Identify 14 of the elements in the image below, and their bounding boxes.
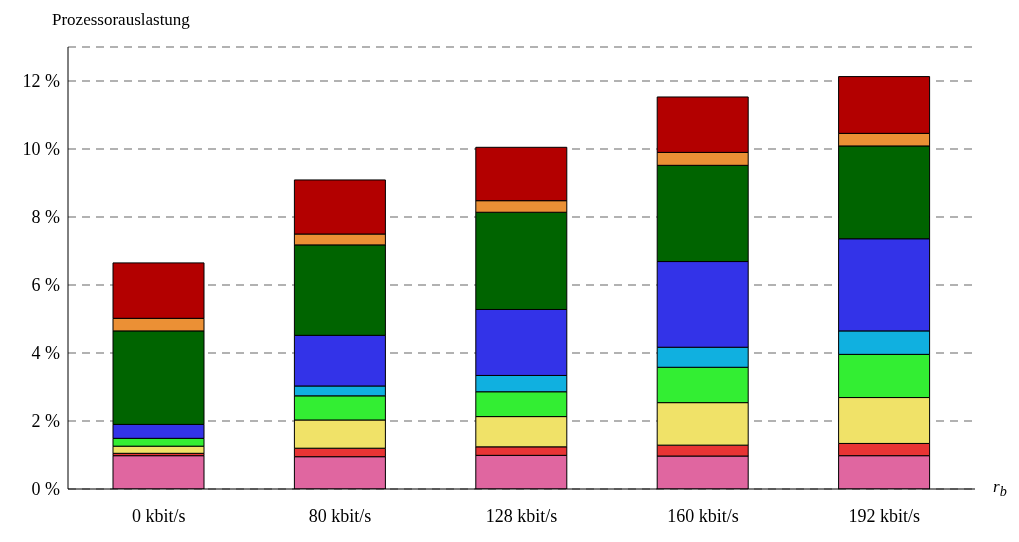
- y-tick-label: 8 %: [31, 207, 60, 228]
- y-tick-label: 12 %: [22, 71, 60, 92]
- x-tick-label: 160 kbit/s: [667, 505, 739, 526]
- y-axis-title: Prozessorauslastung: [52, 10, 190, 30]
- y-tick-label: 10 %: [22, 139, 60, 160]
- y-tick-label: 2 %: [31, 411, 60, 432]
- x-tick-label: 192 kbit/s: [848, 505, 921, 526]
- x-tick-label: 0 kbit/s: [131, 505, 186, 526]
- y-tick-label: 6 %: [31, 275, 60, 296]
- y-tick-label: 4 %: [31, 343, 60, 364]
- y-tick-label: 0 %: [31, 479, 60, 500]
- x-axis-title: r$_{b}$: [993, 477, 1007, 501]
- x-tick-label: 128 kbit/s: [485, 505, 558, 526]
- x-tick-label: 80 kbit/s: [308, 505, 372, 526]
